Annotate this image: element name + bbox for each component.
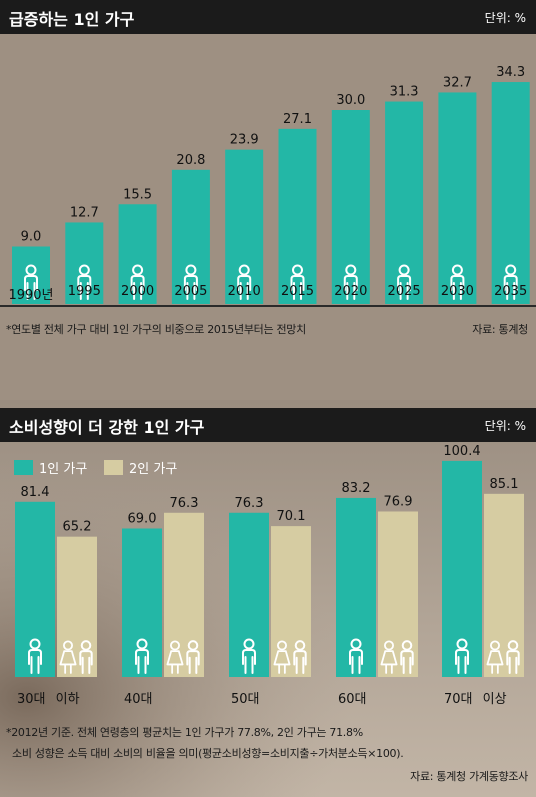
chart1-value-label: 15.5 <box>123 187 152 202</box>
chart1-baseline <box>0 305 536 307</box>
chart2-unit: 단위: % <box>484 419 526 433</box>
chart1-bar <box>225 149 264 304</box>
chart2-value-label: 100.4 <box>443 444 480 459</box>
chart1-bar <box>278 128 317 304</box>
chart1-unit: 단위: % <box>484 11 526 25</box>
chart2-value-label: 70.1 <box>277 509 306 524</box>
man-icon <box>506 640 520 674</box>
person-icon <box>343 264 358 300</box>
chart1-value-label: 27.1 <box>283 112 312 127</box>
chart1-category-label: 2000 <box>121 284 155 299</box>
man-icon <box>293 640 307 674</box>
legend-two-person: 2인 가구 <box>104 458 177 477</box>
chart1-bar <box>65 222 104 304</box>
chart1-note: *연도별 전체 가구 대비 1인 가구의 비중으로 2015년부터는 전망치 <box>6 323 306 336</box>
chart1-bar <box>331 110 370 304</box>
person-icon <box>397 264 412 300</box>
chart1-bar <box>118 204 157 304</box>
chart1-value-label: 34.3 <box>496 65 525 80</box>
chart1-value-label: 30.0 <box>336 93 365 108</box>
chart1-category-label: 2010 <box>227 284 261 299</box>
woman-icon <box>486 640 504 674</box>
person-icon <box>290 264 305 300</box>
chart2-category-label: 60대 <box>338 692 367 707</box>
chart2-value-label: 76.3 <box>170 496 199 511</box>
chart2-bar-two-person <box>484 493 524 677</box>
chart2-value-label: 76.3 <box>235 496 264 511</box>
chart2-title: 소비성향이 더 강한 1인 가구 <box>9 418 205 437</box>
chart1-bar <box>385 101 424 304</box>
person-icon <box>237 264 252 300</box>
chart2-category-label: 40대 <box>124 692 153 707</box>
person-icon <box>77 264 92 300</box>
chart2-value-label: 81.4 <box>21 485 50 500</box>
person-icon <box>183 264 198 300</box>
person-icon <box>24 264 38 300</box>
person-icon <box>455 638 469 674</box>
man-icon <box>186 640 200 674</box>
man-icon <box>79 640 93 674</box>
chart1-category-label: 2005 <box>174 284 208 299</box>
chart1-bar <box>171 169 210 304</box>
chart1-category-label: 2015 <box>280 284 315 299</box>
chart2-bar-two-person <box>378 511 418 677</box>
chart2-value-label: 83.2 <box>342 481 371 496</box>
legend-label-one-person: 1인 가구 <box>39 462 88 477</box>
chart2-value-label: 69.0 <box>128 511 157 526</box>
chart1-bar <box>491 82 530 304</box>
chart2-bar-one-person <box>122 528 162 677</box>
chart1-title: 급증하는 1인 가구 <box>9 10 135 29</box>
chart1-value-label: 31.3 <box>390 85 419 100</box>
chart1-value-label: 12.7 <box>70 205 99 220</box>
chart1-bar <box>438 92 477 304</box>
chart1-value-label: 32.7 <box>443 75 472 90</box>
legend-label-two-person: 2인 가구 <box>129 462 178 477</box>
chart2-value-label: 85.1 <box>490 477 519 492</box>
chart2-bar-one-person <box>229 512 269 677</box>
chart2-category-label: 70대 이상 <box>444 692 507 707</box>
person-icon <box>349 638 363 674</box>
chart2-bar-one-person <box>336 497 376 677</box>
chart2-plot: 81.4 65.2 69.0 76.3 76.3 70.1 83.2 76.9 100.4 85.… <box>15 444 524 677</box>
person-icon <box>130 264 145 300</box>
chart2-value-label: 76.9 <box>384 494 413 509</box>
chart2-bar-two-person <box>164 512 204 677</box>
chart1-value-label: 23.9 <box>230 133 259 148</box>
chart1-title-bar: 급증하는 1인 가구 단위: % <box>0 0 536 34</box>
chart2-source: 자료: 통계청 가계동향조사 <box>410 770 528 783</box>
chart2-value-label: 65.2 <box>63 520 92 535</box>
chart1-category-label: 1995 <box>67 284 101 299</box>
chart2-note-line2: 소비 성향은 소득 대비 소비의 비율을 의미(평균소비성향=소비지출÷가처분소… <box>12 747 404 760</box>
legend-one-person: 1인 가구 <box>14 458 87 477</box>
chart1-plot: 9.0 12.7 15.5 20.8 23.9 27.1 30.0 31.3 32.7 34.3 <box>12 65 530 304</box>
chart2-category-label: 30대 이하 <box>17 692 80 707</box>
man-icon <box>400 640 414 674</box>
chart1-category-label: 2025 <box>387 284 421 299</box>
woman-icon <box>59 640 77 674</box>
chart1-category-label: 1990년 <box>8 288 54 303</box>
legend-swatch-teal <box>14 460 33 475</box>
person-icon <box>503 264 518 300</box>
woman-icon <box>273 640 291 674</box>
woman-icon <box>166 640 184 674</box>
chart1-source: 자료: 통계청 <box>472 323 528 336</box>
legend-swatch-beige <box>104 460 123 475</box>
chart2-category-label: 50대 <box>231 692 260 707</box>
chart2-title-bar: 소비성향이 더 강한 1인 가구 단위: % <box>0 408 536 442</box>
person-icon <box>135 638 149 674</box>
chart1-category-label: 2030 <box>440 284 474 299</box>
chart1-value-label: 9.0 <box>21 230 42 245</box>
person-icon <box>28 638 42 674</box>
chart2-bar-one-person <box>442 460 482 677</box>
person-icon <box>242 638 256 674</box>
chart1-value-label: 20.8 <box>176 153 205 168</box>
chart2-note-line1: *2012년 기준. 전체 연령층의 평균치는 1인 가구가 77.8%, 2인… <box>6 726 363 739</box>
woman-icon <box>380 640 398 674</box>
person-icon <box>450 264 465 300</box>
chart1-category-label: 2035 <box>494 284 528 299</box>
chart1-category-label: 2020 <box>334 284 368 299</box>
